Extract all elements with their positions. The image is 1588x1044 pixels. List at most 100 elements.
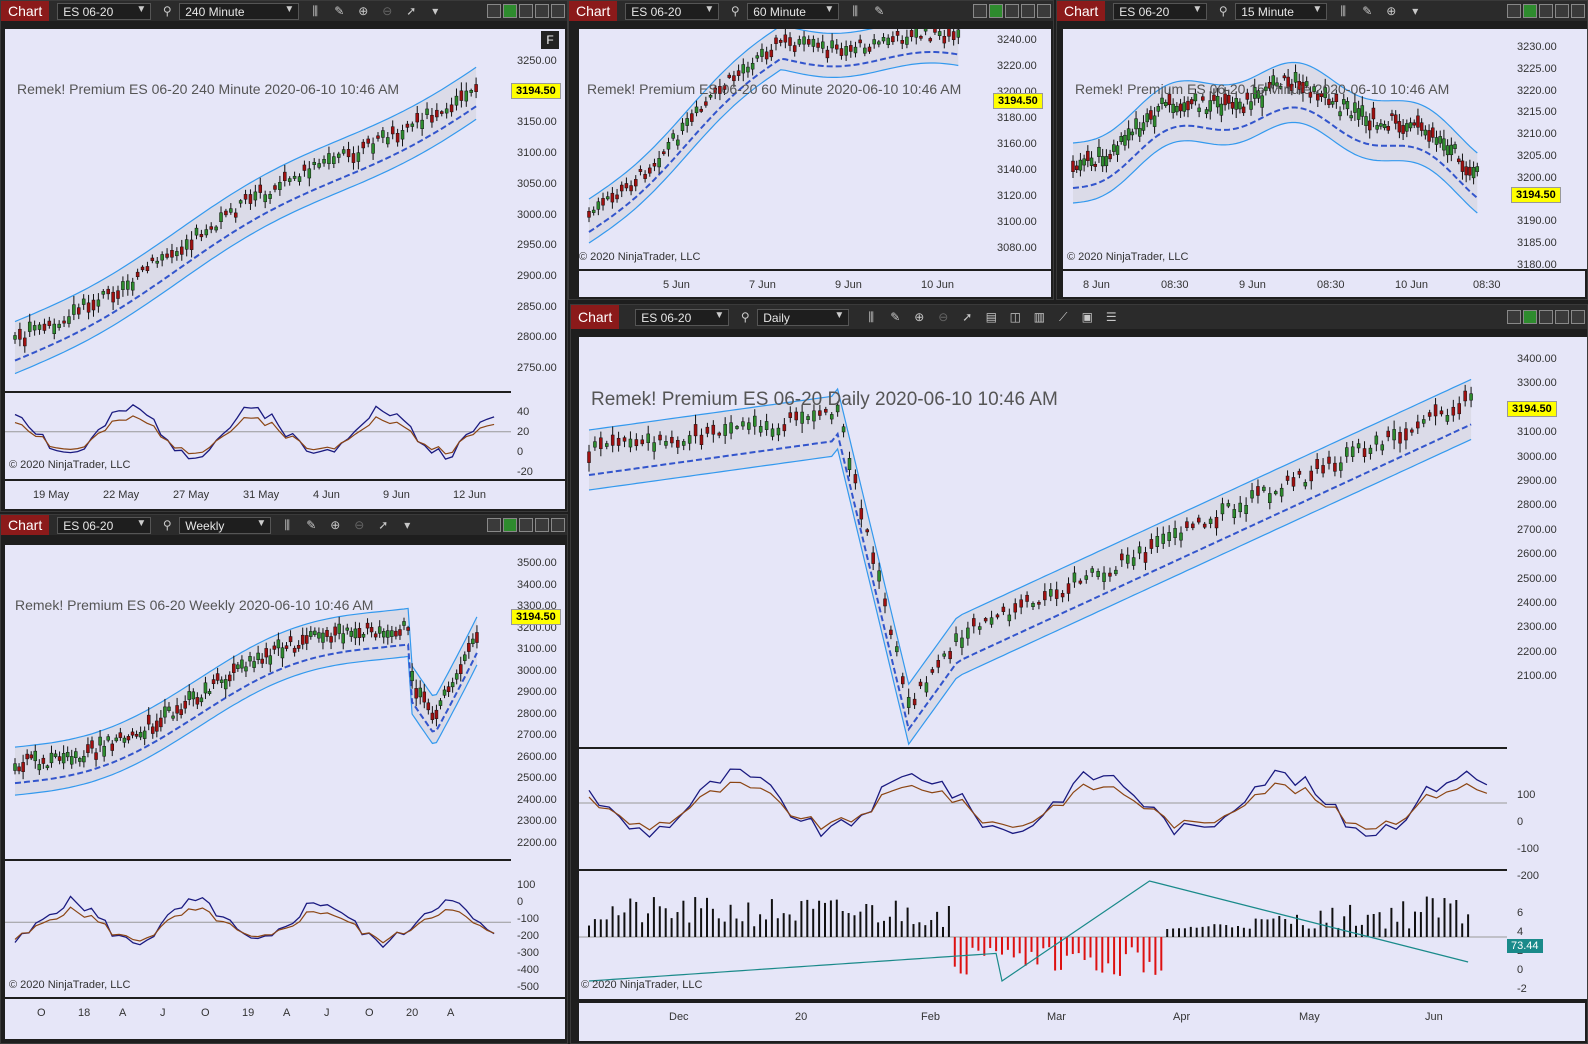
zoom-in-icon[interactable]: ⊕ [358, 4, 369, 18]
chevron-down-icon[interactable]: ▾ [1412, 4, 1419, 18]
restore-button[interactable] [1507, 4, 1521, 18]
maximize-button[interactable] [1555, 4, 1569, 18]
close-button[interactable] [1037, 4, 1051, 18]
instrument-selector[interactable]: ES 06-20 ▼ [57, 516, 152, 534]
time-axis[interactable]: 19 May 22 May 27 May 31 May 4 Jun 9 Jun 12 Jun [5, 481, 565, 509]
link-button[interactable] [503, 518, 517, 532]
zoom-out-icon[interactable]: ⊖ [938, 310, 949, 324]
zoom-in-icon[interactable]: ⊕ [914, 310, 925, 324]
candle-body [948, 651, 952, 660]
search-icon[interactable]: ⚲ [1218, 4, 1228, 18]
minimize-button[interactable] [1005, 4, 1019, 18]
chart-tab[interactable]: Chart [1, 515, 50, 535]
search-icon[interactable]: ⚲ [162, 4, 172, 18]
close-button[interactable] [1571, 310, 1585, 324]
restore-button[interactable] [487, 4, 501, 18]
time-axis[interactable]: O 18 A J O 19 A J O 20 A [5, 999, 565, 1039]
maximize-button[interactable] [1555, 310, 1569, 324]
histogram-panel[interactable]: © 2020 NinjaTrader, LLC [579, 871, 1507, 999]
link-button[interactable] [1523, 4, 1537, 18]
price-panel[interactable]: Remek! Premium ES 06-20 Weekly 2020-06-1… [5, 545, 511, 859]
interval-selector[interactable]: 240 Minute ▼ [179, 2, 300, 20]
indicators-icon[interactable]: ▥ [1033, 310, 1045, 324]
bar-type-icon[interactable]: ⫼ [312, 3, 318, 18]
maximize-button[interactable] [1021, 4, 1035, 18]
time-axis[interactable]: 8 Jun 08:30 9 Jun 08:30 10 Jun 08:30 [1063, 271, 1585, 297]
zoom-out-icon[interactable]: ⊖ [354, 518, 365, 532]
bar-type-icon[interactable]: ⫼ [284, 517, 290, 532]
link-button[interactable] [989, 4, 1003, 18]
time-axis[interactable]: 5 Jun 7 Jun 9 Jun 10 Jun [579, 271, 1051, 297]
link-button[interactable] [503, 4, 517, 18]
zoom-out-icon[interactable]: ⊖ [382, 4, 393, 18]
oscillator-panel[interactable]: © 2020 NinjaTrader, LLC [5, 393, 511, 479]
interval-selector[interactable]: Daily ▼ [757, 308, 850, 326]
search-icon[interactable]: ⚲ [162, 518, 172, 532]
candle-body [224, 210, 228, 216]
drawing-pencil-icon[interactable]: ✎ [890, 310, 901, 324]
candle-body [165, 253, 169, 258]
cursor-icon[interactable]: ➚ [378, 518, 389, 532]
cursor-icon[interactable]: ➚ [962, 310, 973, 324]
instrument-selector[interactable]: ES 06-20 ▼ [57, 2, 152, 20]
price-panel[interactable]: Remek! Premium ES 06-20 Daily 2020-06-10… [579, 337, 1507, 747]
properties-icon[interactable]: ▣ [1081, 310, 1093, 324]
restore-button[interactable] [1507, 310, 1521, 324]
drawing-pencil-icon[interactable]: ✎ [306, 518, 317, 532]
minimize-button[interactable] [1539, 4, 1553, 18]
chart-tab[interactable]: Chart [569, 1, 618, 21]
data-box-icon[interactable]: ▤ [985, 310, 997, 324]
instrument-selector[interactable]: ES 06-20 ▼ [625, 2, 720, 20]
maximize-button[interactable] [535, 518, 549, 532]
price-axis[interactable]: 3500.00 3400.00 3300.00 3200.00 3100.00 3000.… [511, 545, 565, 997]
close-button[interactable] [551, 518, 565, 532]
bar-type-icon[interactable]: ⫼ [852, 3, 858, 18]
minimize-button[interactable] [519, 4, 533, 18]
chart-window-weekly: Chart ES 06-20 ▼ ⚲ Weekly ▼ ⫼ ✎ ⊕ ⊖ ➚ ▾ Re… [0, 514, 568, 1044]
candle-body [1025, 594, 1029, 602]
bar-type-icon[interactable]: ⫼ [1340, 3, 1346, 18]
price-axis[interactable]: 3230.00 3225.00 3220.00 3215.00 3210.00 3205.… [1511, 29, 1587, 271]
strategies-icon[interactable]: ⟋ [1059, 309, 1068, 324]
maximize-button[interactable] [535, 4, 549, 18]
interval-selector[interactable]: 60 Minute ▼ [747, 2, 840, 20]
oscillator-panel[interactable]: © 2020 NinjaTrader, LLC [5, 861, 511, 997]
price-panel[interactable]: Remek! Premium ES 06-20 15 Minute 2020-0… [1063, 29, 1511, 269]
oscillator-panel[interactable] [579, 749, 1507, 869]
templates-icon[interactable]: ◫ [1009, 310, 1021, 324]
close-button[interactable] [1571, 4, 1585, 18]
time-axis[interactable]: Dec 20 Feb Mar Apr May Jun [579, 1003, 1585, 1041]
search-icon[interactable]: ⚲ [730, 4, 740, 18]
chevron-down-icon[interactable]: ▾ [404, 518, 411, 532]
flag-badge[interactable]: F [541, 31, 559, 49]
interval-selector[interactable]: Weekly ▼ [179, 516, 272, 534]
cursor-icon[interactable]: ➚ [406, 4, 417, 18]
chart-tab[interactable]: Chart [571, 305, 620, 329]
list-icon[interactable]: ☰ [1105, 310, 1117, 324]
instrument-selector[interactable]: ES 06-20 ▼ [635, 308, 730, 326]
candle-body [1007, 614, 1012, 622]
chevron-down-icon[interactable]: ▾ [432, 4, 439, 18]
restore-button[interactable] [487, 518, 501, 532]
price-axis[interactable]: 3240.00 3220.00 3200.00 3180.00 3160.00 3140.… [993, 29, 1051, 269]
interval-selector[interactable]: 15 Minute ▼ [1235, 2, 1328, 20]
drawing-pencil-icon[interactable]: ✎ [1362, 4, 1373, 18]
price-panel[interactable]: Remek! Premium ES 06-20 240 Minute 2020-… [5, 29, 511, 391]
zoom-in-icon[interactable]: ⊕ [330, 518, 341, 532]
search-icon[interactable]: ⚲ [740, 310, 750, 324]
drawing-pencil-icon[interactable]: ✎ [334, 4, 345, 18]
chart-tab[interactable]: Chart [1, 1, 50, 21]
drawing-pencil-icon[interactable]: ✎ [874, 4, 885, 18]
close-button[interactable] [551, 4, 565, 18]
instrument-selector[interactable]: ES 06-20 ▼ [1113, 2, 1208, 20]
chart-tab[interactable]: Chart [1057, 1, 1106, 21]
zoom-in-icon[interactable]: ⊕ [1386, 4, 1397, 18]
price-axis[interactable]: 3250.003200.003150.003100.003050.003000.… [511, 29, 565, 479]
price-axis[interactable]: 3400.003300.003200.003100.003000.002900.… [1507, 337, 1587, 1014]
minimize-button[interactable] [519, 518, 533, 532]
price-panel[interactable]: Remek! Premium ES 06-20 60 Minute 2020-0… [579, 29, 993, 269]
bar-type-icon[interactable]: ⫼ [868, 309, 874, 324]
link-button[interactable] [1523, 310, 1537, 324]
restore-button[interactable] [973, 4, 987, 18]
minimize-button[interactable] [1539, 310, 1553, 324]
